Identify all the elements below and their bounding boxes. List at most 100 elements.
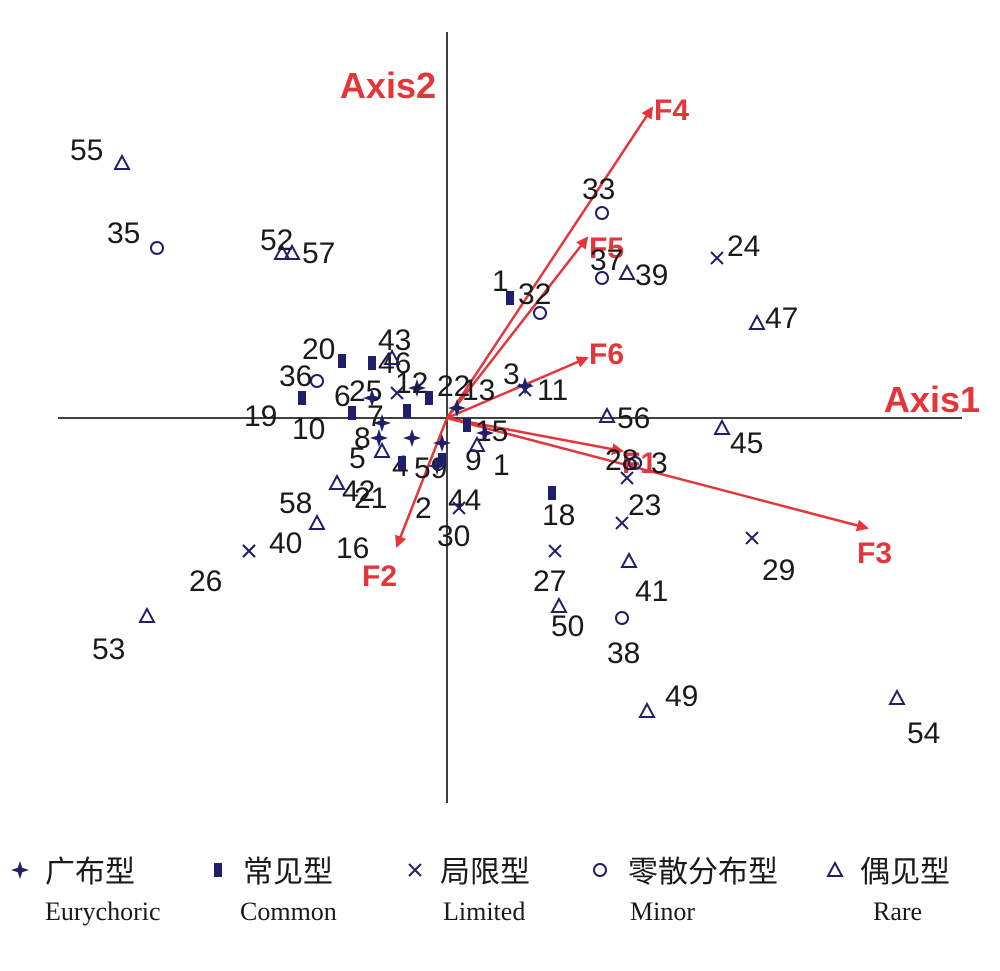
point-marker-rare xyxy=(308,513,326,530)
point-marker-limited xyxy=(548,544,562,558)
point-label: 45 xyxy=(730,427,763,460)
legend-label-cn: 局限型 xyxy=(440,855,530,890)
point-marker-limited xyxy=(620,471,634,485)
point-marker-rare xyxy=(373,441,391,458)
data-point: 30 xyxy=(437,501,470,553)
data-point: 26 xyxy=(189,544,256,598)
legend-label-en: Limited xyxy=(443,897,525,926)
point-marker-common xyxy=(548,486,556,500)
point-marker-rare xyxy=(638,701,656,718)
data-point: 36 xyxy=(279,360,324,393)
point-label: 56 xyxy=(617,402,650,435)
point-label: 30 xyxy=(437,520,470,553)
vector-f6 xyxy=(446,356,589,420)
point-marker-eurychoric xyxy=(433,434,451,452)
data-point: 53 xyxy=(92,606,156,666)
point-label: 11 xyxy=(537,374,568,407)
point-label: 32 xyxy=(518,278,551,311)
point-marker-common xyxy=(298,391,306,405)
data-point: 23 xyxy=(615,489,661,530)
legend-label-cn: 偶见型 xyxy=(860,855,950,890)
point-label: 33 xyxy=(582,173,615,206)
data-point: 3 xyxy=(503,358,534,395)
data-point: 39 xyxy=(618,259,668,292)
data-point: 16 xyxy=(328,473,369,565)
point-marker-eurychoric xyxy=(370,429,388,447)
point-label: 13 xyxy=(462,374,495,407)
point-label: 1 xyxy=(492,265,509,298)
point-label: 47 xyxy=(765,302,798,335)
legend-item-minor: 零散分布型 Minor xyxy=(593,855,778,926)
legend-marker-limited xyxy=(408,863,422,877)
point-label: 25 xyxy=(349,375,382,408)
point-marker-common xyxy=(398,456,406,470)
point-marker-rare xyxy=(748,313,766,330)
point-marker-minor xyxy=(533,306,547,320)
vector-f1 xyxy=(446,416,624,456)
point-marker-rare xyxy=(713,418,731,435)
point-label: 50 xyxy=(551,610,584,643)
point-marker-rare xyxy=(328,473,346,490)
data-point: 49 xyxy=(638,680,698,718)
point-label: 26 xyxy=(189,565,222,598)
legend-marker-rare xyxy=(826,860,844,877)
data-point: 9 xyxy=(465,424,494,477)
point-marker-rare xyxy=(888,688,906,705)
data-point: 21 xyxy=(354,456,406,515)
point-marker-eurychoric xyxy=(408,379,426,397)
data-point: 7 xyxy=(367,400,411,433)
data-point: 41 xyxy=(620,551,668,608)
data-point: 45 xyxy=(713,418,763,460)
vector-f3 xyxy=(446,416,869,532)
data-point: 57 xyxy=(283,237,335,270)
data-point: 25 xyxy=(349,375,404,408)
point-label: 29 xyxy=(762,554,795,587)
point-marker-rare xyxy=(113,153,131,170)
point-marker-rare xyxy=(550,596,568,613)
point-label: 42 xyxy=(342,475,375,508)
vector-label-f2: F2 xyxy=(362,560,397,593)
point-label: 10 xyxy=(292,413,325,446)
point-label: 38 xyxy=(607,637,640,670)
point-label: 12 xyxy=(395,367,428,400)
data-point: 35 xyxy=(107,217,164,255)
vector-label-f1: F1 xyxy=(622,447,657,480)
data-point: 19 xyxy=(244,391,306,433)
point-marker-limited xyxy=(390,386,404,400)
data-point: 43 xyxy=(378,324,411,365)
data-point: 13 xyxy=(448,374,495,417)
data-point: 1 xyxy=(492,265,514,305)
vector-f2 xyxy=(395,417,449,548)
point-marker-minor xyxy=(615,611,629,625)
point-marker-eurychoric xyxy=(403,429,421,447)
point-label: 6 xyxy=(334,380,351,413)
point-label: 8 xyxy=(354,422,371,455)
point-label: 9 xyxy=(465,444,482,477)
point-marker-limited xyxy=(615,516,629,530)
point-marker-common xyxy=(348,406,356,420)
point-label: 54 xyxy=(907,717,940,750)
point-label: 49 xyxy=(665,680,698,713)
data-point: 3 xyxy=(628,447,668,480)
data-point: 40 xyxy=(242,527,302,560)
data-point: 56 xyxy=(598,402,650,435)
data-point: 6 xyxy=(334,380,381,413)
legend-item-rare: 偶见型 Rare xyxy=(826,855,950,926)
point-marker-minor xyxy=(628,456,642,470)
data-point: 37 xyxy=(590,244,623,285)
data-point: 24 xyxy=(710,230,760,265)
point-marker-common xyxy=(425,391,433,405)
vector-label-f5: F5 xyxy=(589,232,624,265)
legend-item-common: 常见型 Common xyxy=(214,855,337,926)
data-point: 52 xyxy=(260,224,293,260)
data-point: 55 xyxy=(70,134,131,170)
point-marker-limited xyxy=(745,531,759,545)
data-point: 11 xyxy=(518,374,568,407)
legend-label-cn: 广布型 xyxy=(45,855,135,890)
point-marker-rare xyxy=(618,263,636,280)
data-point: 33 xyxy=(582,173,615,220)
legend-label-en: Rare xyxy=(873,897,922,926)
data-point: 12 xyxy=(395,367,428,400)
data-point: 38 xyxy=(607,611,640,670)
